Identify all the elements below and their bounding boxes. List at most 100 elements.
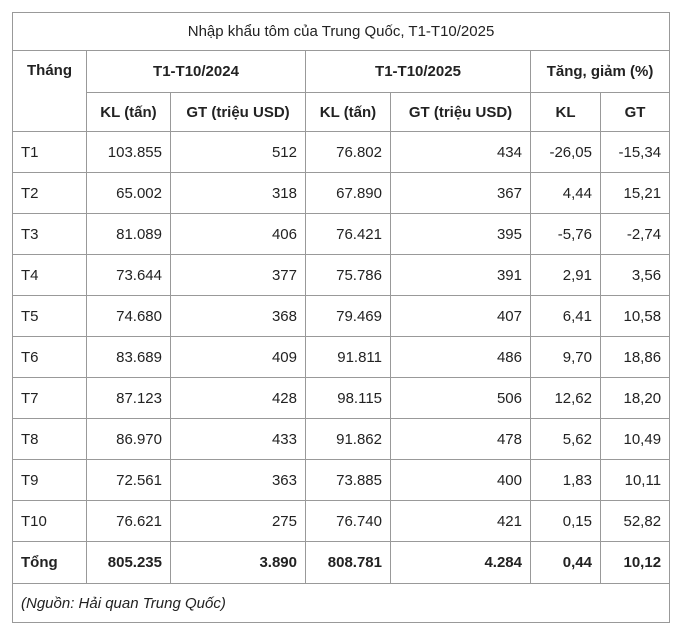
value-cell: 75.786 [305,254,391,296]
header-cell: GT [599,92,671,132]
value-cell: 0,44 [530,541,601,584]
import-table: Nhập khẩu tôm của Trung Quốc, T1-T10/202… [11,12,671,623]
value-cell: 409 [170,336,306,378]
header-row: KL (tấn) GT (triệu USD) KL (tấn) GT (tri… [13,92,671,132]
header-cell: T1-T10/2024 [86,50,306,93]
header-cell: T1-T10/2025 [305,50,531,93]
header-cell: KL (tấn) [86,92,171,132]
value-cell: 10,49 [599,418,671,460]
value-cell: 407 [390,295,531,337]
value-cell: 433 [170,418,306,460]
header-cell: KL [530,92,601,132]
value-cell: 9,70 [530,336,601,378]
value-cell: 10,12 [599,541,671,584]
data-row: T9 72.561 363 73.885 400 1,83 10,11 [12,459,671,501]
value-cell: 5,62 [530,418,601,460]
value-cell: 79.469 [305,295,391,337]
data-row: T8 86.970 433 91.862 478 5,62 10,49 [12,418,671,460]
value-cell: 1,83 [530,459,601,501]
value-cell: 12,62 [530,377,601,419]
value-cell: 18,20 [599,377,671,419]
value-cell: 76.621 [86,500,171,542]
value-cell: 73.885 [305,459,391,501]
value-cell: 2,91 [530,254,601,296]
data-row: T1 103.855 512 76.802 434 -26,05 -15,34 [12,131,671,173]
month-cell: T2 [12,172,87,214]
value-cell: 486 [390,336,531,378]
value-cell: 367 [390,172,531,214]
data-row: T4 73.644 377 75.786 391 2,91 3,56 [12,254,671,296]
month-cell: Tổng [12,541,87,584]
value-cell: 76.421 [305,213,391,255]
value-cell: 368 [170,295,306,337]
header-cell: GT (triệu USD) [170,92,306,132]
table-title: Nhập khẩu tôm của Trung Quốc, T1-T10/202… [11,12,671,51]
table-body: Nhập khẩu tôm của Trung Quốc, T1-T10/202… [11,12,671,623]
value-cell: 10,58 [599,295,671,337]
value-cell: 4,44 [530,172,601,214]
data-row: T2 65.002 318 67.890 367 4,44 15,21 [12,172,671,214]
month-cell: T4 [12,254,87,296]
value-cell: 81.089 [86,213,171,255]
value-cell: -2,74 [599,213,671,255]
month-cell: T10 [12,500,87,542]
value-cell: 3.890 [170,541,306,584]
month-cell: T6 [12,336,87,378]
month-cell: T3 [12,213,87,255]
month-cell: T7 [12,377,87,419]
value-cell: -15,34 [599,131,671,173]
value-cell: 421 [390,500,531,542]
value-cell: 434 [390,131,531,173]
value-cell: 52,82 [599,500,671,542]
value-cell: 363 [170,459,306,501]
header-cell: Tháng [12,50,87,132]
header-cell: Tăng, giảm (%) [529,50,671,93]
month-cell: T5 [12,295,87,337]
value-cell: 406 [170,213,306,255]
value-cell: 275 [170,500,306,542]
value-cell: 506 [390,377,531,419]
value-cell: 91.862 [305,418,391,460]
value-cell: 4.284 [390,541,531,584]
value-cell: 18,86 [599,336,671,378]
value-cell: 428 [170,377,306,419]
value-cell: 65.002 [86,172,171,214]
value-cell: 400 [390,459,531,501]
value-cell: 377 [170,254,306,296]
value-cell: 67.890 [305,172,391,214]
header-row: Tháng T1-T10/2024 T1-T10/2025 Tăng, giảm… [12,50,671,132]
month-cell: T1 [12,131,87,173]
value-cell: -26,05 [530,131,601,173]
value-cell: 478 [390,418,531,460]
data-row: T10 76.621 275 76.740 421 0,15 52,82 [12,500,671,542]
value-cell: 391 [390,254,531,296]
value-cell: 0,15 [530,500,601,542]
value-cell: 318 [170,172,306,214]
value-cell: 805.235 [86,541,171,584]
value-cell: -5,76 [530,213,601,255]
value-cell: 15,21 [599,172,671,214]
value-cell: 10,11 [599,459,671,501]
data-row: T5 74.680 368 79.469 407 6,41 10,58 [12,295,671,337]
data-row: T3 81.089 406 76.421 395 -5,76 -2,74 [12,213,671,255]
value-cell: 86.970 [86,418,171,460]
value-cell: 83.689 [86,336,171,378]
value-cell: 76.740 [305,500,391,542]
month-cell: T9 [12,459,87,501]
value-cell: 808.781 [305,541,391,584]
value-cell: 395 [390,213,531,255]
value-cell: 103.855 [86,131,171,173]
data-row: T6 83.689 409 91.811 486 9,70 18,86 [12,336,671,378]
value-cell: 73.644 [86,254,171,296]
value-cell: 3,56 [599,254,671,296]
month-cell: T8 [12,418,87,460]
value-cell: 87.123 [86,377,171,419]
value-cell: 72.561 [86,459,171,501]
source-row: (Nguồn: Hải quan Trung Quốc) [11,583,671,623]
value-cell: 512 [170,131,306,173]
header-cell: KL (tấn) [305,92,391,132]
header-cell: GT (triệu USD) [390,92,531,132]
value-cell: 6,41 [530,295,601,337]
data-row: T7 87.123 428 98.115 506 12,62 18,20 [12,377,671,419]
